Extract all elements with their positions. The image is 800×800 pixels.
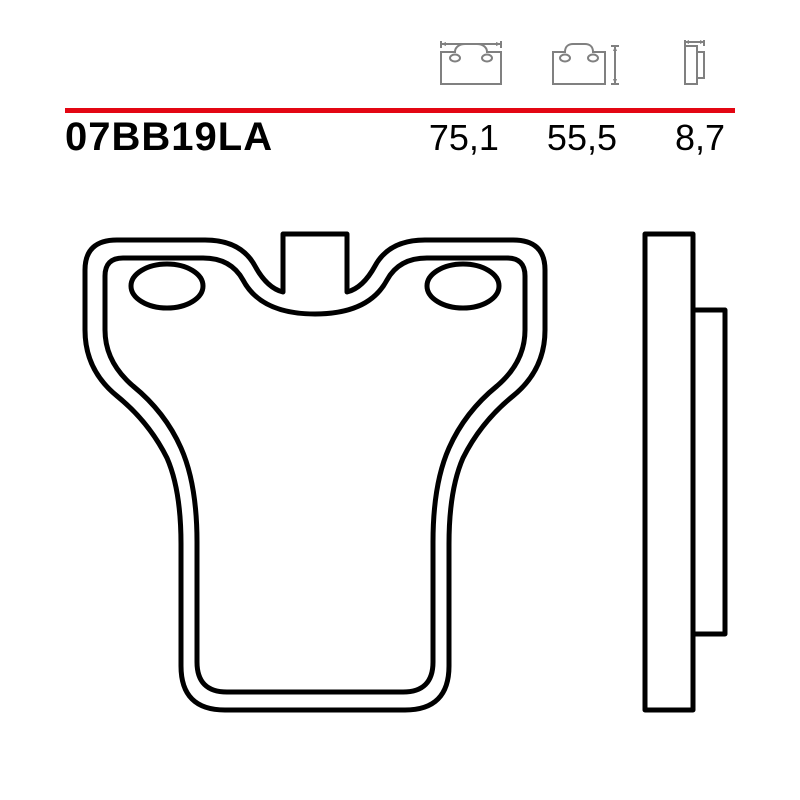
pad-height-icon [547,38,625,88]
technical-drawing [45,210,755,770]
dim-thickness: 8,7 [665,117,735,159]
accent-divider [65,100,735,105]
part-number: 07BB19LA [65,115,273,160]
pad-width-icon [435,38,507,88]
front-view [85,234,545,710]
dim-width: 75,1 [429,117,499,159]
dimension-values: 75,1 55,5 8,7 [429,117,735,159]
brake-pad-spec-diagram: 07BB19LA 75,1 55,5 8,7 [0,0,800,800]
side-view [645,234,725,710]
dimension-legend-icons [435,38,735,88]
spec-row: 07BB19LA 75,1 55,5 8,7 [65,115,735,160]
dim-height: 55,5 [547,117,617,159]
pad-thickness-icon [665,38,735,88]
